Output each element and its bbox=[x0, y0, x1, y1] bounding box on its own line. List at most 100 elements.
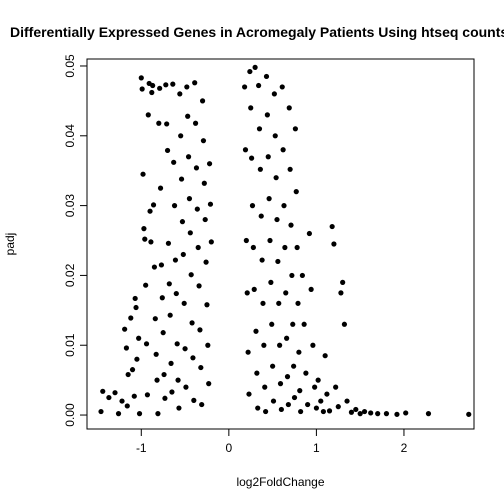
data-point bbox=[191, 397, 197, 403]
data-point bbox=[298, 408, 304, 415]
data-point bbox=[207, 201, 214, 207]
y-tick-label: 0.02 bbox=[63, 263, 77, 287]
data-point bbox=[267, 237, 273, 244]
data-point bbox=[287, 166, 293, 172]
data-point bbox=[312, 384, 318, 390]
data-point bbox=[340, 279, 346, 285]
data-point bbox=[242, 147, 249, 153]
data-point bbox=[338, 290, 344, 296]
data-point bbox=[138, 75, 144, 81]
data-point bbox=[308, 286, 314, 292]
data-point bbox=[249, 155, 255, 161]
data-point bbox=[185, 154, 192, 160]
data-point bbox=[279, 84, 285, 90]
data-point bbox=[158, 262, 165, 268]
data-point bbox=[153, 351, 159, 357]
data-point bbox=[168, 360, 174, 366]
data-point bbox=[145, 112, 151, 118]
data-point bbox=[284, 374, 291, 380]
data-point bbox=[143, 282, 149, 288]
data-point bbox=[333, 384, 339, 390]
data-point bbox=[192, 80, 198, 86]
data-point bbox=[252, 64, 258, 70]
data-point bbox=[195, 244, 201, 251]
data-point bbox=[275, 258, 281, 265]
data-point bbox=[272, 133, 278, 139]
data-point bbox=[249, 203, 256, 209]
data-point bbox=[466, 411, 472, 417]
data-point bbox=[112, 390, 118, 396]
data-point bbox=[253, 328, 259, 334]
data-point bbox=[157, 85, 163, 91]
data-point bbox=[283, 290, 289, 296]
data-point bbox=[291, 394, 298, 401]
data-point bbox=[286, 105, 292, 111]
data-point bbox=[178, 133, 184, 139]
data-point bbox=[289, 272, 295, 279]
data-point bbox=[243, 237, 249, 244]
data-point bbox=[205, 342, 211, 348]
y-tick-label: 0.04 bbox=[63, 124, 77, 148]
data-point bbox=[183, 384, 189, 390]
data-point bbox=[128, 315, 134, 321]
data-point bbox=[293, 189, 299, 195]
data-point bbox=[175, 377, 181, 383]
data-point bbox=[174, 341, 180, 347]
data-point bbox=[368, 410, 374, 416]
data-point bbox=[134, 356, 140, 362]
data-point bbox=[318, 398, 324, 404]
data-point bbox=[203, 259, 209, 265]
data-point bbox=[152, 316, 158, 322]
data-point bbox=[169, 389, 175, 395]
data-point bbox=[157, 185, 164, 191]
data-point bbox=[98, 408, 104, 415]
data-point bbox=[306, 230, 312, 237]
data-point bbox=[280, 147, 286, 153]
data-point bbox=[277, 342, 283, 348]
data-point bbox=[288, 222, 294, 228]
data-point bbox=[192, 120, 199, 126]
data-point bbox=[281, 203, 287, 209]
data-point bbox=[256, 126, 263, 132]
data-point bbox=[180, 251, 186, 258]
data-point bbox=[276, 300, 282, 306]
data-point bbox=[278, 406, 284, 413]
data-point bbox=[296, 349, 302, 355]
data-point bbox=[179, 219, 186, 225]
data-point bbox=[194, 206, 200, 212]
data-point bbox=[255, 405, 261, 411]
data-point bbox=[186, 196, 193, 202]
x-axis-label: log2FoldChange bbox=[236, 475, 324, 489]
data-point bbox=[206, 161, 213, 167]
data-point bbox=[143, 341, 150, 347]
data-point bbox=[394, 411, 400, 417]
data-point bbox=[258, 213, 264, 219]
data-point bbox=[254, 370, 260, 376]
data-point bbox=[144, 392, 151, 398]
data-point bbox=[315, 377, 321, 383]
x-tick-label: 2 bbox=[401, 441, 408, 455]
data-point bbox=[244, 290, 250, 296]
data-point bbox=[251, 286, 257, 292]
data-point bbox=[285, 401, 291, 408]
data-point bbox=[305, 401, 311, 408]
data-point bbox=[284, 335, 290, 341]
data-point bbox=[150, 82, 156, 89]
data-point bbox=[303, 370, 309, 376]
data-point bbox=[383, 411, 390, 417]
data-point bbox=[201, 180, 207, 186]
data-point bbox=[245, 349, 251, 355]
data-point bbox=[206, 381, 212, 387]
data-point bbox=[265, 154, 271, 160]
data-point bbox=[154, 377, 160, 383]
data-point bbox=[133, 304, 139, 311]
data-point bbox=[242, 84, 248, 90]
data-point bbox=[248, 105, 254, 111]
data-point bbox=[150, 202, 157, 208]
y-axis: 0.00 0.01 0.02 0.03 0.04 0.05 bbox=[63, 54, 88, 427]
x-axis: -1 0 1 2 bbox=[136, 428, 408, 455]
data-point bbox=[177, 91, 183, 97]
data-point bbox=[322, 353, 328, 359]
